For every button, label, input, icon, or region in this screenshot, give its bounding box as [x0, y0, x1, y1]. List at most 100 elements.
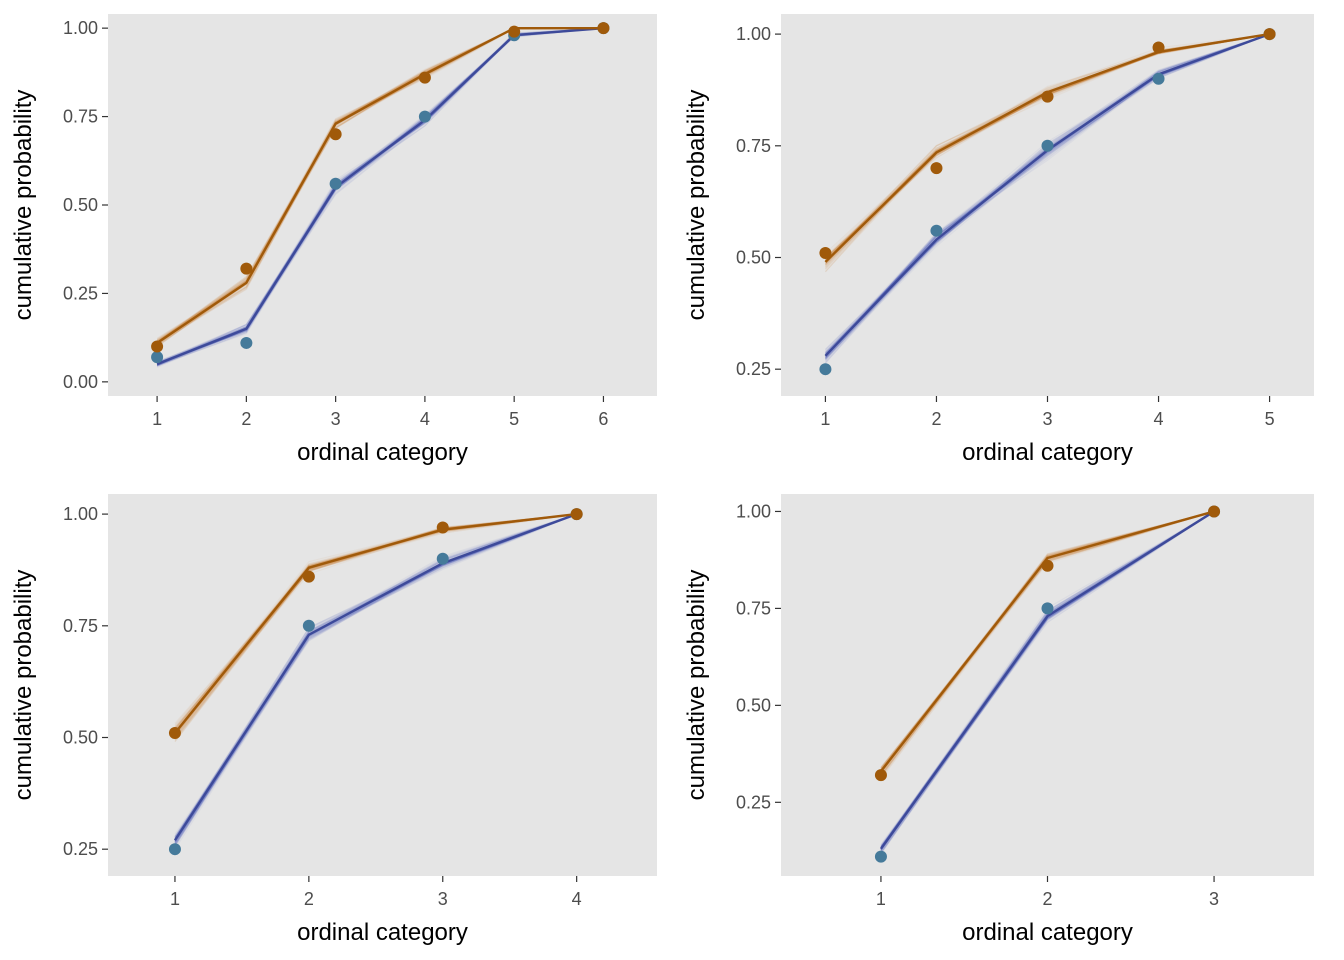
- posterior-draw-line: [174, 513, 577, 842]
- x-axis-title: ordinal category: [297, 919, 468, 946]
- y-axis-title: cumulative probability: [683, 90, 710, 321]
- observed-point-group-b: [1041, 602, 1054, 615]
- observed-point-group-b: [436, 552, 449, 565]
- y-tick-label: 0.25: [63, 839, 98, 859]
- observed-point-group-b: [819, 363, 832, 376]
- posterior-draw-line: [824, 33, 1270, 359]
- fit-line-group-a: [879, 510, 1215, 773]
- y-tick-label: 0.75: [736, 598, 771, 618]
- y-tick-label: 0.50: [736, 695, 771, 715]
- observed-point-group-a: [1041, 90, 1054, 103]
- observed-point-group-a: [1041, 559, 1054, 572]
- observed-point-group-a: [508, 25, 521, 38]
- panel-background: [781, 494, 1314, 876]
- panel-background: [781, 14, 1314, 396]
- x-tick-label: 4: [420, 409, 430, 429]
- chart-panel-3: 0.25 0.50 0.75 1.00 1 2 3 4 ordinal category cumu…: [10, 494, 657, 946]
- x-axis-title: ordinal category: [962, 919, 1133, 946]
- fit-line-group-b: [173, 512, 578, 841]
- x-tick-label: 1: [152, 409, 162, 429]
- posterior-draw-line: [824, 33, 1270, 357]
- observed-point-group-a: [930, 162, 943, 175]
- observed-point-group-b: [302, 619, 315, 632]
- x-tick-label: 2: [304, 889, 314, 909]
- observed-point-group-a: [1152, 41, 1165, 54]
- observed-point-group-a: [418, 71, 431, 84]
- posterior-draw-line: [174, 513, 577, 845]
- observed-point-group-a: [570, 508, 583, 521]
- x-tick-label: 6: [598, 409, 608, 429]
- fit-line-group-b: [879, 510, 1215, 850]
- posterior-draw-line: [174, 513, 577, 844]
- posterior-draw-line: [174, 513, 577, 739]
- posterior-draw-line: [174, 513, 577, 845]
- x-tick-label: 2: [931, 409, 941, 429]
- fit-line-group-a: [156, 26, 604, 344]
- observed-point-group-b: [329, 177, 342, 190]
- observed-point-group-b: [151, 351, 164, 364]
- x-tick-label: 3: [1209, 889, 1219, 909]
- observed-point-group-b: [930, 224, 943, 237]
- posterior-draw-line: [156, 27, 604, 364]
- observed-point-group-b: [1041, 139, 1054, 152]
- x-tick-label: 5: [509, 409, 519, 429]
- observed-point-group-b: [874, 850, 887, 863]
- y-tick-label: 0.00: [63, 372, 98, 392]
- panel-background: [108, 494, 657, 876]
- x-tick-label: 4: [572, 889, 582, 909]
- x-tick-label: 1: [820, 409, 830, 429]
- y-tick-label: 0.50: [63, 195, 98, 215]
- fit-line-group-a: [174, 512, 577, 734]
- x-tick-label: 4: [1154, 409, 1164, 429]
- y-tick-label: 0.50: [736, 247, 771, 267]
- x-tick-label: 3: [438, 889, 448, 909]
- x-tick-label: 2: [1042, 889, 1052, 909]
- x-tick-label: 1: [170, 889, 180, 909]
- observed-point-group-a: [874, 769, 887, 782]
- chart-panel-4: 0.25 0.50 0.75 1.00 1 2 3 ordinal category cumul…: [683, 494, 1314, 946]
- posterior-draw-line: [824, 33, 1270, 360]
- y-tick-label: 0.75: [63, 107, 98, 127]
- observed-point-group-a: [151, 340, 164, 353]
- x-tick-label: 1: [876, 889, 886, 909]
- observed-point-group-b: [168, 843, 181, 856]
- observed-point-group-b: [1152, 72, 1165, 85]
- posterior-draw-line: [824, 33, 1270, 356]
- y-tick-label: 0.50: [63, 727, 98, 747]
- x-axis-title: ordinal category: [297, 439, 468, 466]
- y-tick-label: 0.25: [736, 792, 771, 812]
- observed-point-group-b: [240, 336, 253, 349]
- observed-point-group-a: [1263, 28, 1276, 41]
- x-axis-title: ordinal category: [962, 439, 1133, 466]
- observed-point-group-a: [302, 570, 315, 583]
- chart-panel-1: 0.00 0.25 0.50 0.75 1.00 1 2 3 4 5 6 ordinal catego…: [10, 14, 657, 466]
- posterior-draw-line: [824, 33, 1270, 355]
- panel-background: [108, 14, 657, 396]
- x-tick-label: 3: [1042, 409, 1052, 429]
- posterior-draw-line: [880, 510, 1215, 779]
- observed-point-group-a: [240, 262, 253, 275]
- y-tick-label: 1.00: [63, 504, 98, 524]
- y-tick-label: 0.25: [63, 283, 98, 303]
- y-tick-label: 0.25: [736, 359, 771, 379]
- fit-line-group-b: [156, 26, 604, 366]
- posterior-draw-line: [824, 33, 1270, 360]
- posterior-draw-line: [824, 33, 1270, 358]
- posterior-draw-line: [156, 27, 604, 367]
- y-tick-label: 0.75: [736, 136, 771, 156]
- posterior-draw-line: [174, 513, 577, 839]
- x-tick-label: 5: [1265, 409, 1275, 429]
- y-axis-title: cumulative probability: [10, 570, 37, 801]
- observed-point-group-b: [418, 110, 431, 123]
- y-tick-label: 1.00: [736, 24, 771, 44]
- observed-point-group-a: [597, 22, 610, 35]
- observed-point-group-a: [329, 128, 342, 141]
- y-axis-title: cumulative probability: [683, 570, 710, 801]
- y-tick-label: 0.75: [63, 616, 98, 636]
- chart-panel-2: 0.25 0.50 0.75 1.00 1 2 3 4 5 ordinal category cum…: [683, 14, 1314, 466]
- y-axis-title: cumulative probability: [10, 90, 37, 321]
- posterior-draw-line: [174, 513, 577, 846]
- x-tick-label: 2: [241, 409, 251, 429]
- observed-point-group-a: [436, 521, 449, 534]
